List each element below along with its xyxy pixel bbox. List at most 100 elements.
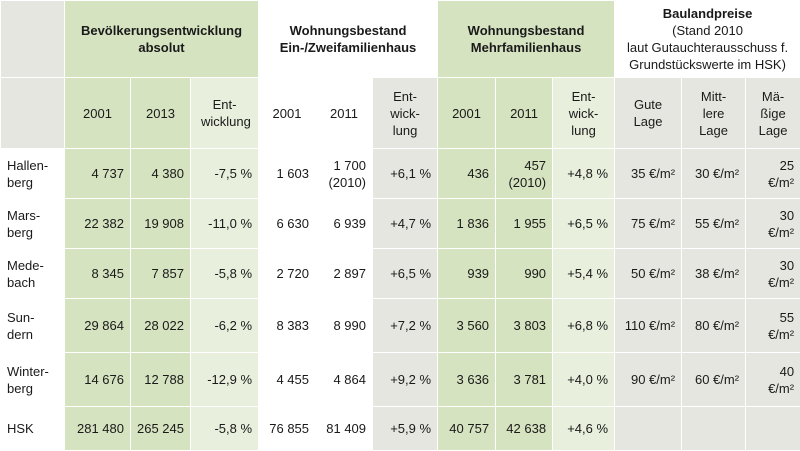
subheader-2011-mf: 2011 [496, 78, 553, 149]
header-wohnung-mf: Wohnungsbestand Mehrfamilienhaus [438, 1, 615, 78]
header-baulandpreise-sub1: (Stand 2010 [621, 22, 794, 39]
cell-ez-2001: 4 455 [259, 353, 316, 407]
cell-ez-2001: 76 855 [259, 407, 316, 451]
cell-mittlere-lage: 60 €/m² [682, 353, 746, 407]
cell-mf-entw: +5,4 % [553, 249, 615, 299]
cell-ez-2011: 1 700 (2010) [316, 149, 373, 199]
cell-mf-2001: 40 757 [438, 407, 496, 451]
corner-cell [1, 1, 65, 78]
cell-bev-entw: -11,0 % [191, 199, 259, 249]
cell-bev-2013: 28 022 [131, 299, 191, 353]
cell-bev-2001: 14 676 [65, 353, 131, 407]
cell-mf-entw: +6,5 % [553, 199, 615, 249]
row-name: Mars-berg [1, 199, 65, 249]
cell-mf-2011: 990 [496, 249, 553, 299]
cell-mittlere-lage: 55 €/m² [682, 199, 746, 249]
table-row: Hallen-berg 4 737 4 380 -7,5 % 1 603 1 7… [1, 149, 800, 199]
cell-gute-lage [615, 407, 682, 451]
cell-gute-lage: 110 €/m² [615, 299, 682, 353]
cell-mittlere-lage: 80 €/m² [682, 299, 746, 353]
subheader-entwicklung-ez: Ent-wick-lung [373, 78, 438, 149]
cell-mf-entw: +4,0 % [553, 353, 615, 407]
cell-bev-2013: 265 245 [131, 407, 191, 451]
cell-bev-entw: -6,2 % [191, 299, 259, 353]
cell-bev-entw: -5,8 % [191, 249, 259, 299]
cell-mf-entw: +6,8 % [553, 299, 615, 353]
cell-gute-lage: 90 €/m² [615, 353, 682, 407]
cell-bev-entw: -5,8 % [191, 407, 259, 451]
cell-maessige-lage [746, 407, 800, 451]
header-baulandpreise-sub2: laut Gutauchterausschuss f. [621, 39, 794, 56]
cell-ez-entw: +6,1 % [373, 149, 438, 199]
cell-mf-2011-value: 457 [502, 157, 546, 174]
table-row: Mede-bach 8 345 7 857 -5,8 % 2 720 2 897… [1, 249, 800, 299]
cell-maessige-lage: 25 €/m² [746, 149, 800, 199]
table-row: Winter-berg 14 676 12 788 -12,9 % 4 455 … [1, 353, 800, 407]
cell-ez-entw: +6,5 % [373, 249, 438, 299]
row-name: Hallen-berg [1, 149, 65, 199]
cell-mf-2001: 436 [438, 149, 496, 199]
row-name: Winter-berg [1, 353, 65, 407]
cell-maessige-lage: 30 €/m² [746, 249, 800, 299]
cell-gute-lage: 75 €/m² [615, 199, 682, 249]
cell-ez-2001: 1 603 [259, 149, 316, 199]
cell-mf-2011-note: (2010) [502, 174, 546, 191]
cell-ez-entw: +7,2 % [373, 299, 438, 353]
cell-ez-entw: +9,2 % [373, 353, 438, 407]
cell-bev-2013: 4 380 [131, 149, 191, 199]
subheader-entwicklung-bev: Ent-wicklung [191, 78, 259, 149]
cell-ez-2011: 6 939 [316, 199, 373, 249]
cell-mf-2011: 1 955 [496, 199, 553, 249]
header-baulandpreise-sub3: Grundstückswerte im HSK) [621, 56, 794, 73]
cell-ez-2011: 81 409 [316, 407, 373, 451]
cell-bev-2013: 12 788 [131, 353, 191, 407]
cell-bev-2001: 281 480 [65, 407, 131, 451]
subheader-2001-ez: 2001 [259, 78, 316, 149]
cell-mittlere-lage: 30 €/m² [682, 149, 746, 199]
subheader-corner [1, 78, 65, 149]
cell-ez-2001: 6 630 [259, 199, 316, 249]
cell-bev-2001: 22 382 [65, 199, 131, 249]
cell-mf-2001: 3 636 [438, 353, 496, 407]
cell-ez-2011-note: (2010) [322, 174, 366, 191]
header-baulandpreise-title: Baulandpreise [621, 5, 794, 22]
cell-bev-2013: 7 857 [131, 249, 191, 299]
subheader-2011-ez: 2011 [316, 78, 373, 149]
cell-ez-entw: +4,7 % [373, 199, 438, 249]
subheader-2013-bev: 2013 [131, 78, 191, 149]
cell-bev-2001: 8 345 [65, 249, 131, 299]
cell-mf-2011: 3 781 [496, 353, 553, 407]
cell-bev-2013: 19 908 [131, 199, 191, 249]
table-row-total: HSK 281 480 265 245 -5,8 % 76 855 81 409… [1, 407, 800, 451]
cell-ez-2001: 8 383 [259, 299, 316, 353]
table-row: Mars-berg 22 382 19 908 -11,0 % 6 630 6 … [1, 199, 800, 249]
cell-ez-2011: 8 990 [316, 299, 373, 353]
cell-mf-2011: 42 638 [496, 407, 553, 451]
subheader-2001-bev: 2001 [65, 78, 131, 149]
cell-mf-2011: 457 (2010) [496, 149, 553, 199]
row-name: HSK [1, 407, 65, 451]
cell-gute-lage: 35 €/m² [615, 149, 682, 199]
cell-mf-entw: +4,6 % [553, 407, 615, 451]
row-name: Mede-bach [1, 249, 65, 299]
header-baulandpreise: Baulandpreise (Stand 2010 laut Gutauchte… [615, 1, 800, 78]
cell-mf-2011: 3 803 [496, 299, 553, 353]
cell-bev-2001: 29 864 [65, 299, 131, 353]
cell-ez-2011: 2 897 [316, 249, 373, 299]
row-name: Sun-dern [1, 299, 65, 353]
header-wohnung-ez: Wohnungsbestand Ein-/Zweifamilienhaus [259, 1, 438, 78]
cell-ez-2001: 2 720 [259, 249, 316, 299]
cell-ez-2011: 4 864 [316, 353, 373, 407]
subheader-row: 2001 2013 Ent-wicklung 2001 2011 Ent-wic… [1, 78, 800, 149]
subheader-2001-mf: 2001 [438, 78, 496, 149]
cell-mittlere-lage [682, 407, 746, 451]
cell-bev-entw: -12,9 % [191, 353, 259, 407]
cell-mf-2001: 939 [438, 249, 496, 299]
cell-ez-entw: +5,9 % [373, 407, 438, 451]
cell-maessige-lage: 55 €/m² [746, 299, 800, 353]
table-row: Sun-dern 29 864 28 022 -6,2 % 8 383 8 99… [1, 299, 800, 353]
